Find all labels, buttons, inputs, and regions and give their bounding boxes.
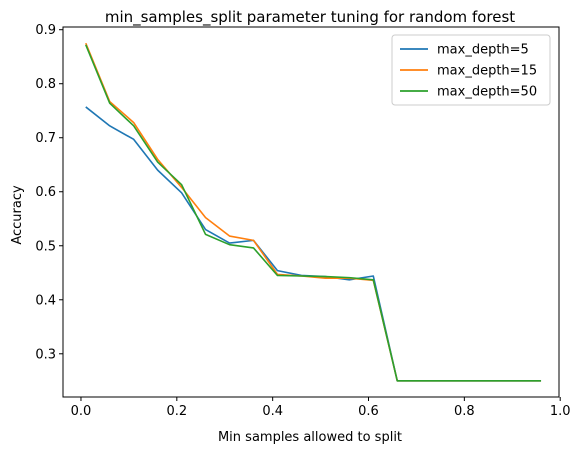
y-tick-label: 0.4	[35, 293, 56, 308]
y-tick-label: 0.9	[35, 23, 56, 38]
x-axis-title: Min samples allowed to split	[218, 430, 402, 445]
y-axis: 0.3 0.4 0.5 0.6 0.7 0.8 0.9	[35, 23, 63, 362]
plot-area	[85, 42, 542, 382]
y-tick-label: 0.3	[35, 347, 56, 362]
series-line-2	[85, 44, 542, 382]
x-tick-label: 0.4	[262, 404, 283, 419]
legend-label: max_depth=15	[437, 64, 537, 79]
x-axis: 0.0 0.2 0.4 0.6 0.8 1.0	[71, 397, 571, 419]
x-tick-label: 0.2	[166, 404, 187, 419]
y-tick-label: 0.6	[35, 185, 56, 200]
x-tick-label: 0.8	[454, 404, 475, 419]
legend-label: max_depth=50	[437, 85, 537, 100]
y-tick-label: 0.8	[35, 77, 56, 92]
legend: max_depth=5 max_depth=15 max_depth=50	[391, 34, 551, 106]
x-tick-label: 1.0	[550, 404, 571, 419]
chart-title: min_samples_split parameter tuning for r…	[105, 8, 515, 27]
legend-box	[391, 34, 551, 106]
y-tick-label: 0.5	[35, 239, 56, 254]
y-axis-title: Accuracy	[10, 185, 25, 245]
y-tick-label: 0.7	[35, 131, 56, 146]
series-line-0	[85, 106, 542, 382]
x-tick-label: 0.0	[71, 404, 92, 419]
x-tick-label: 0.6	[358, 404, 379, 419]
plot-frame	[62, 26, 560, 398]
legend-label: max_depth=5	[437, 43, 529, 58]
